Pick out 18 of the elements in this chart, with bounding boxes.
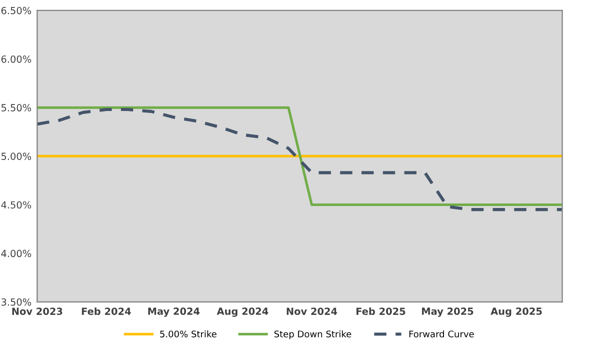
y-tick-label: 6.50%: [1, 6, 32, 14]
x-tick-label: Aug 2024: [216, 308, 268, 317]
x-tick-label: May 2024: [148, 308, 200, 317]
x-tick-label: Nov 2024: [286, 308, 338, 315]
legend-label: Forward Curve: [409, 330, 474, 338]
x-tick-label: Feb 2025: [356, 307, 406, 315]
y-tick-label: 6.00%: [1, 55, 32, 63]
y-tick-label: 4.00%: [1, 250, 32, 258]
x-tick-label: May 2025: [422, 308, 474, 317]
legend-label: 5.00% Strike: [160, 330, 216, 338]
y-tick-label: 5.50%: [1, 104, 32, 112]
y-tick-label: 5.00%: [1, 152, 32, 160]
legend-label: Step Down Strike: [274, 330, 352, 340]
x-tick-label: Aug 2025: [490, 308, 542, 317]
y-tick-label: 4.50%: [1, 201, 32, 209]
x-tick-label: Feb 2024: [82, 307, 131, 315]
x-tick-label: Nov 2023: [12, 308, 62, 315]
y-tick-label: 3.50%: [1, 298, 32, 306]
